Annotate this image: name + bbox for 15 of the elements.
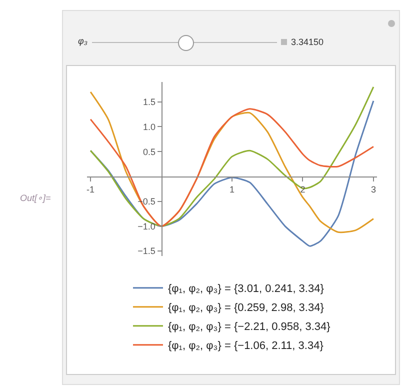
y-tick-label: −1.5	[138, 246, 156, 256]
x-tick-label: 1	[229, 184, 235, 194]
y-tick-label: 1.5	[142, 97, 156, 108]
y-tick-label: 0.5	[142, 146, 156, 157]
x-tick-label: -1	[86, 184, 95, 194]
x-tick-label: 3	[370, 184, 376, 194]
legend-label: {φ₁, φ₂, φ₃} = {0.259, 2.98, 3.34}	[168, 302, 324, 314]
y-tick-label: −1.0	[138, 221, 156, 232]
text: φ₃	[78, 36, 88, 46]
text: Out[∘]=	[20, 193, 51, 203]
legend-label: {φ₁, φ₂, φ₃} = {−2.21, 0.958, 3.34}	[168, 321, 331, 334]
legend-label: {φ₁, φ₂, φ₃} = {3.01, 0.241, 3.34}	[168, 283, 324, 296]
y-tick-label: 1.0	[142, 122, 156, 132]
text: 3.34150	[291, 37, 324, 47]
legend-label: {φ₁, φ₂, φ₃} = {−1.06, 2.11, 3.34}	[168, 340, 324, 352]
